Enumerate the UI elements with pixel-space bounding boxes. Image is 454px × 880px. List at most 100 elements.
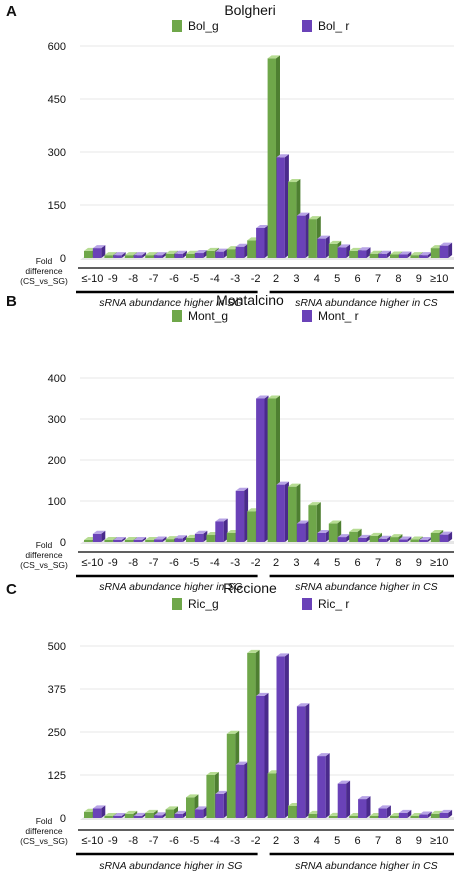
bar-purple — [276, 653, 289, 818]
x-tick-label: 7 — [375, 835, 381, 847]
bar-front — [296, 215, 306, 258]
bar-top — [174, 250, 187, 254]
bar-top — [398, 809, 412, 813]
bar-front — [390, 254, 399, 258]
legend-swatch — [302, 310, 312, 322]
bar-front — [398, 812, 408, 818]
bar-top — [104, 252, 117, 256]
bar-top — [410, 536, 423, 540]
chart-title: Riccione — [223, 580, 277, 596]
bar-side — [284, 154, 289, 258]
bar-front — [145, 539, 154, 542]
bar-front — [226, 249, 236, 258]
bar-purple — [92, 245, 106, 258]
bar-side — [386, 250, 391, 258]
legend-swatch — [302, 20, 312, 32]
x-tick-label: ≤-10 — [81, 835, 103, 847]
y-tick-label: 400 — [48, 373, 66, 385]
bar-front — [154, 815, 163, 818]
bar-top — [92, 530, 106, 534]
bar-front — [92, 248, 102, 258]
bar-side — [366, 534, 371, 542]
bar-front — [133, 815, 143, 818]
bar-side — [325, 235, 330, 258]
legend-label: Ric_g — [188, 597, 219, 611]
panel-letter: A — [6, 3, 17, 20]
bar-top — [256, 395, 269, 399]
bar-front — [308, 219, 317, 258]
x-tick-label: -7 — [149, 273, 159, 285]
bar-side — [101, 530, 106, 542]
bar-top — [194, 530, 208, 534]
bar-side — [407, 809, 412, 818]
bar-purple — [296, 520, 310, 542]
bar-purple — [419, 811, 432, 818]
x-tick-label: ≥10 — [430, 835, 448, 847]
bar-purple — [317, 529, 330, 542]
y-tick-label: 300 — [48, 147, 66, 159]
bar-top — [398, 536, 412, 540]
bar-front — [267, 773, 276, 818]
bar-side — [101, 245, 106, 258]
legend-item-r: Ric_ r — [302, 597, 349, 611]
bar-side — [223, 518, 228, 542]
y-tick-label: 125 — [48, 770, 66, 782]
bar-purple — [256, 395, 269, 542]
y-tick-label: 450 — [48, 94, 66, 106]
bar-top — [430, 529, 444, 533]
x-tick-label: 3 — [293, 557, 299, 569]
bar-front — [439, 812, 449, 818]
legend-label: Mont_g — [188, 309, 228, 323]
bar-front — [328, 243, 338, 258]
bar-side — [182, 250, 187, 258]
bar-top — [104, 537, 117, 540]
bar-front — [369, 816, 378, 818]
bar-top — [349, 528, 362, 532]
bar-purple — [194, 250, 208, 258]
bar-front — [235, 490, 245, 542]
bar-top — [235, 243, 249, 247]
bar-purple — [194, 530, 208, 542]
bar-front — [419, 814, 428, 818]
bar-side — [142, 812, 147, 818]
bar-side — [264, 395, 269, 542]
bar-top — [186, 794, 199, 798]
bar-top — [398, 251, 412, 255]
bar-top — [256, 692, 269, 696]
bracket-label-left: sRNA abundance higher in SG — [99, 297, 242, 309]
bar-side — [427, 811, 432, 818]
bar-purple — [378, 535, 391, 542]
bar-side — [407, 251, 412, 258]
x-tick-label: -5 — [190, 557, 200, 569]
bar-side — [346, 534, 351, 542]
bar-side — [121, 813, 126, 818]
chart-title: Montalcino — [216, 292, 284, 308]
bar-front — [165, 253, 174, 258]
bar-top — [378, 535, 391, 539]
bar-front — [174, 538, 183, 542]
bar-purple — [235, 243, 249, 258]
x-tick-label: -8 — [128, 835, 138, 847]
x-tick-label: 6 — [355, 835, 361, 847]
bar-side — [427, 537, 432, 542]
bar-front — [186, 797, 195, 818]
x-tick-label: -8 — [128, 557, 138, 569]
bar-front — [378, 253, 387, 258]
bar-front — [194, 809, 204, 818]
bar-purple — [398, 809, 412, 818]
bar-front — [104, 816, 113, 818]
bar-front — [154, 255, 163, 258]
x-tick-label: -3 — [230, 273, 240, 285]
bar-top — [133, 812, 147, 816]
x-tick-label: -2 — [251, 273, 261, 285]
bar-purple — [133, 812, 147, 818]
bar-purple — [215, 790, 228, 818]
bar-purple — [439, 531, 453, 542]
bar-purple — [358, 247, 371, 258]
legend-swatch — [172, 310, 182, 322]
bar-front — [145, 812, 154, 818]
bar-front — [84, 250, 93, 258]
x-tick-label: 4 — [314, 557, 320, 569]
bar-top — [154, 812, 167, 816]
legend-item-g: Mont_g — [172, 309, 228, 323]
